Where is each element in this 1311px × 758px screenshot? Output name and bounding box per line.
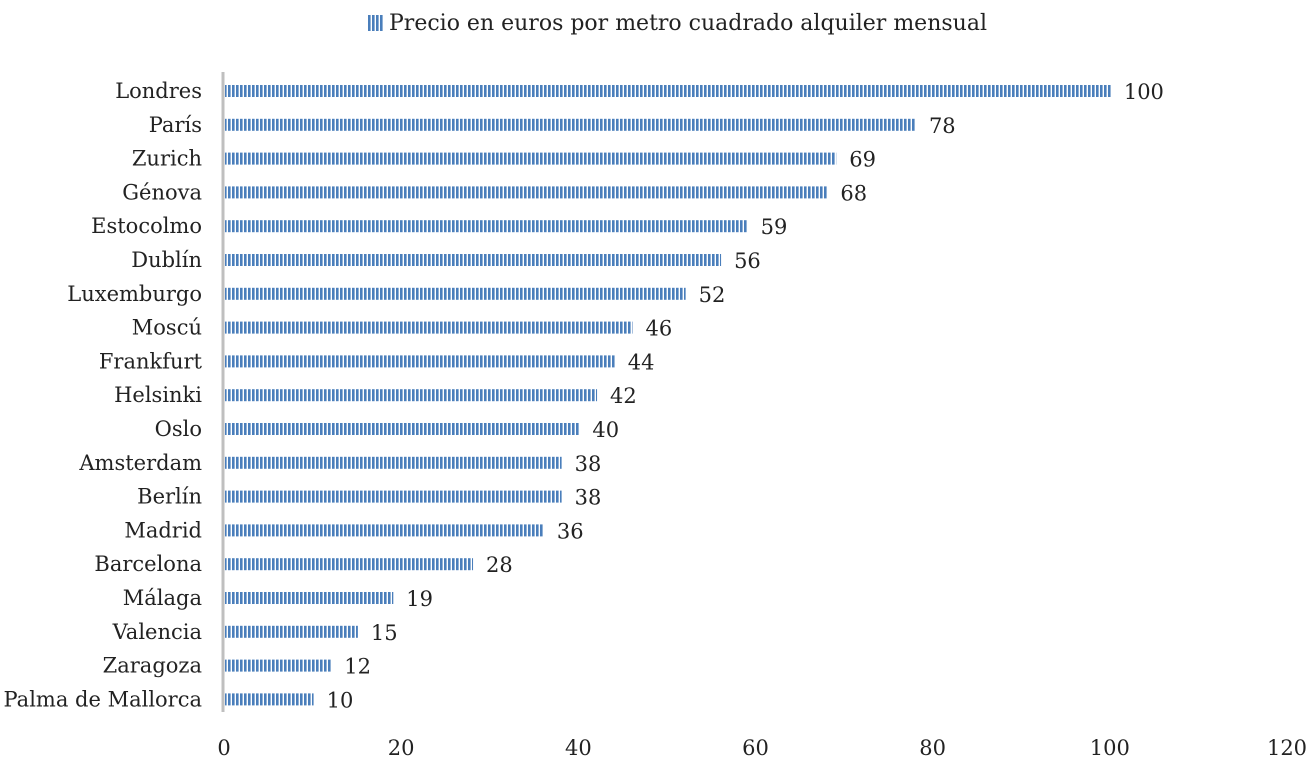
category-label: Madrid — [124, 518, 202, 542]
bar — [225, 490, 562, 503]
bar — [225, 321, 633, 334]
category-label: Génova — [122, 180, 202, 204]
category-label: Zurich — [132, 147, 202, 171]
bar — [225, 693, 314, 706]
bar — [225, 287, 686, 300]
category-label: Frankfurt — [99, 349, 203, 373]
bar — [225, 118, 916, 131]
category-label: París — [149, 113, 202, 137]
category-label: Londres — [115, 79, 202, 103]
data-label: 38 — [575, 486, 602, 510]
category-label: Amsterdam — [78, 451, 202, 475]
x-tick-label: 80 — [919, 736, 946, 758]
bar — [225, 592, 394, 604]
data-label: 12 — [344, 655, 371, 679]
x-tick-label: 0 — [217, 736, 230, 758]
bar — [225, 389, 598, 402]
data-label: 68 — [840, 181, 867, 205]
data-label: 100 — [1124, 80, 1164, 104]
bar — [225, 152, 837, 165]
data-label: 69 — [849, 148, 876, 172]
data-label: 40 — [592, 418, 619, 442]
category-label: Estocolmo — [91, 214, 202, 238]
legend-label: Precio en euros por metro cuadrado alqui… — [389, 11, 987, 36]
bar — [225, 625, 358, 638]
category-label: Luxemburgo — [67, 282, 202, 306]
data-label: 36 — [557, 519, 584, 543]
data-label: 44 — [628, 350, 655, 374]
category-label: Palma de Mallorca — [4, 687, 203, 711]
bar — [225, 220, 748, 233]
bar — [225, 558, 474, 571]
data-label: 19 — [406, 587, 433, 611]
legend: Precio en euros por metro cuadrado alqui… — [368, 11, 987, 36]
bar — [225, 355, 615, 368]
data-label: 52 — [699, 283, 726, 307]
data-label: 56 — [734, 249, 761, 273]
bar — [225, 456, 562, 469]
data-label: 28 — [486, 553, 513, 577]
bar — [225, 659, 332, 672]
bar — [225, 85, 1111, 97]
data-label: 46 — [645, 317, 672, 341]
x-tick-label: 20 — [388, 736, 415, 758]
category-label: Helsinki — [114, 383, 202, 407]
x-tick-label: 100 — [1090, 736, 1130, 758]
data-label: 38 — [575, 452, 602, 476]
category-label: Málaga — [123, 586, 202, 610]
x-tick-label: 40 — [565, 736, 592, 758]
data-label: 78 — [929, 114, 956, 138]
bar — [225, 186, 828, 199]
category-label: Berlín — [137, 485, 202, 509]
category-label: Moscú — [132, 316, 202, 340]
category-label: Dublín — [131, 248, 202, 272]
bar — [225, 254, 722, 266]
data-label: 59 — [761, 215, 788, 239]
category-label: Valencia — [112, 620, 202, 644]
legend-swatch — [368, 15, 384, 31]
data-label: 42 — [610, 384, 637, 408]
category-label: Zaragoza — [103, 654, 202, 678]
data-label: 10 — [327, 688, 354, 712]
x-tick-label: 60 — [742, 736, 769, 758]
bar — [225, 524, 544, 537]
category-label: Barcelona — [94, 552, 202, 576]
bar — [225, 423, 580, 435]
x-tick-label: 120 — [1267, 736, 1307, 758]
data-label: 15 — [371, 621, 398, 645]
category-label: Oslo — [155, 417, 202, 441]
